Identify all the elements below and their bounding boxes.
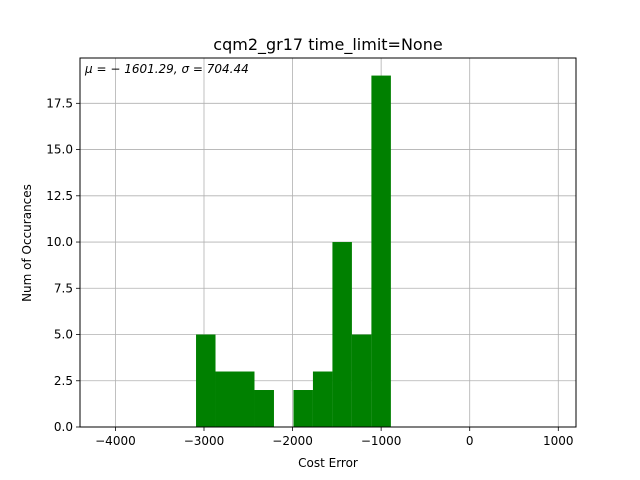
plot-frame: [79, 57, 577, 428]
histogram-bar: [196, 334, 216, 427]
histogram-bar: [293, 390, 313, 427]
histogram-bar: [351, 334, 372, 427]
y-tick-label: 0.0: [54, 420, 73, 434]
x-tick-label: −4000: [95, 434, 136, 448]
histogram-bars: [196, 75, 391, 428]
y-tick-label: 10.0: [46, 235, 73, 249]
histogram-bar: [312, 371, 333, 427]
histogram-bar: [215, 371, 235, 427]
x-tick-label: −1000: [361, 434, 402, 448]
histogram-bar: [332, 242, 352, 427]
chart-title: cqm2_gr17 time_limit=None: [213, 35, 442, 55]
y-tick-label: 2.5: [54, 374, 73, 388]
grid-lines: [80, 58, 576, 428]
x-tick-label: 1000: [543, 434, 574, 448]
histogram-bar: [254, 390, 274, 427]
x-tick-label: 0: [466, 434, 474, 448]
stats-annotation: μ = − 1601.29, σ = 704.44: [84, 62, 249, 76]
x-tick-label: −3000: [184, 434, 225, 448]
x-axis-label: Cost Error: [298, 456, 358, 470]
y-axis-ticks: 0.0 2.5 5.0 7.5 10.0 12.5 15.0 17.5: [46, 96, 80, 434]
y-tick-label: 7.5: [54, 281, 73, 295]
y-tick-label: 12.5: [46, 189, 73, 203]
y-tick-label: 17.5: [46, 96, 73, 110]
x-axis-ticks: −4000 −3000 −2000 −1000 0 1000: [95, 427, 574, 448]
y-axis-label: Num of Occurances: [20, 184, 34, 302]
x-tick-label: −2000: [272, 434, 313, 448]
histogram-bar: [235, 371, 255, 427]
y-tick-label: 5.0: [54, 328, 73, 342]
y-tick-label: 15.0: [46, 143, 73, 157]
histogram-bar: [371, 75, 391, 428]
